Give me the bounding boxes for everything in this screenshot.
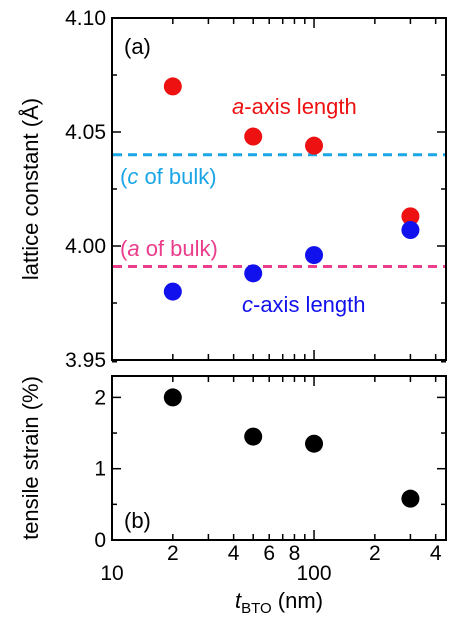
panel-b-frame <box>111 375 447 541</box>
a-bulk-label-pre: ( <box>120 236 128 261</box>
c-bulk-label-italic: c <box>127 164 138 189</box>
panel-b-ytick-label: 0 <box>94 529 106 552</box>
a-axis-data-point <box>305 136 324 155</box>
x-axis-title-symbol: t <box>235 588 242 613</box>
a-bulk-label-post: of bulk) <box>140 236 218 261</box>
c-axis-data-point <box>163 282 182 301</box>
panel-a-ytick-label: 4.10 <box>65 7 106 30</box>
a-bulk-label: (a of bulk) <box>120 236 218 261</box>
c-bulk-label: (c of bulk) <box>120 164 217 189</box>
strain-data-point <box>401 489 420 508</box>
a-axis-data-point <box>163 77 182 96</box>
strain-data-point <box>163 388 182 407</box>
c-bulk-label-pre: ( <box>120 164 128 189</box>
panel-b-ytick-label: 1 <box>94 458 106 481</box>
strain-data-point <box>305 434 324 453</box>
c-axis-data-point <box>244 264 263 283</box>
panel-b-y-axis-title: tensile strain (%) <box>18 376 43 540</box>
c-axis-series-label-rest: -axis length <box>253 292 366 317</box>
c-axis-series-label-italic: c <box>242 292 253 317</box>
x-minor-tick-label: 4 <box>430 542 442 565</box>
c-axis-data-point <box>401 221 420 240</box>
x-axis-title-unit: (nm) <box>272 588 323 613</box>
a-axis-series-label-rest: -axis length <box>244 94 357 119</box>
x-axis-title: tBTO (nm) <box>235 588 323 617</box>
c-axis-series-label: c-axis length <box>242 292 366 317</box>
panel-a-ytick-label: 4.00 <box>65 235 106 258</box>
strain-data-point <box>244 427 263 446</box>
c-axis-data-point <box>305 246 324 265</box>
c-bulk-label-post: of bulk) <box>138 164 216 189</box>
panel-b-ytick-label: 2 <box>94 386 106 409</box>
panel-a-label: (a) <box>124 34 151 59</box>
a-axis-series-label: a-axis length <box>232 94 357 119</box>
a-axis-data-point <box>401 207 420 226</box>
x-axis-title-subscript: BTO <box>241 600 272 617</box>
x-minor-tick-label: 6 <box>263 542 275 565</box>
x-minor-tick-label: 2 <box>167 542 179 565</box>
x-minor-tick-label: 8 <box>289 542 301 565</box>
a-bulk-label-italic: a <box>127 236 139 261</box>
panel-a-y-axis-title: lattice constant (Å) <box>18 98 43 280</box>
x-major-tick-label: 100 <box>297 562 332 585</box>
panel-b-label: (b) <box>124 508 151 533</box>
x-major-tick-label: 10 <box>100 562 123 585</box>
panel-a-ytick-label: 3.95 <box>65 349 106 372</box>
x-minor-tick-label: 4 <box>228 542 240 565</box>
a-axis-data-point <box>244 127 263 146</box>
panel-a-ytick-label: 4.05 <box>65 121 106 144</box>
a-axis-series-label-italic: a <box>232 94 244 119</box>
x-minor-tick-label: 2 <box>369 542 381 565</box>
